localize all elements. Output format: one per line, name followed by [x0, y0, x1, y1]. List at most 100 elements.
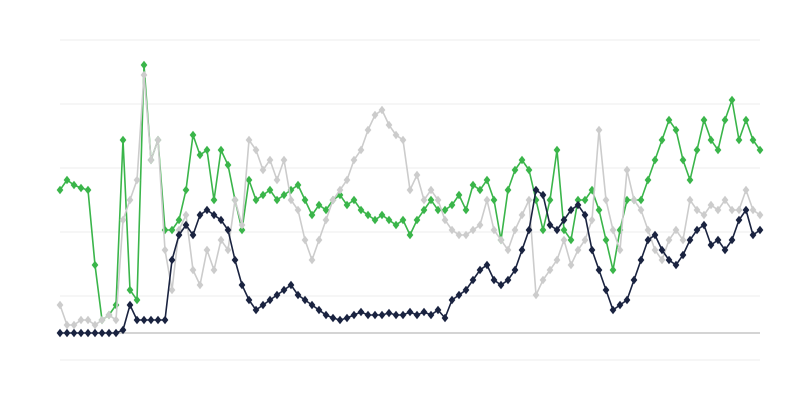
data-point — [686, 195, 694, 205]
data-point — [581, 235, 589, 245]
data-point — [91, 320, 99, 330]
data-point — [511, 265, 519, 275]
data-point — [147, 315, 155, 325]
data-point — [665, 255, 673, 265]
data-point — [406, 307, 414, 317]
data-point — [238, 280, 246, 290]
data-point — [658, 135, 666, 145]
data-point — [595, 125, 603, 135]
data-point — [623, 165, 631, 175]
data-point — [588, 185, 596, 195]
data-point — [308, 255, 316, 265]
data-point — [196, 150, 204, 160]
data-point — [175, 215, 183, 225]
data-point — [441, 215, 449, 225]
data-point — [392, 310, 400, 320]
data-point — [203, 145, 211, 155]
data-point — [245, 135, 253, 145]
data-point — [343, 313, 351, 323]
data-point — [350, 155, 358, 165]
data-point — [623, 295, 631, 305]
data-point — [154, 315, 162, 325]
data-point — [504, 245, 512, 255]
data-point — [637, 205, 645, 215]
data-point — [693, 225, 701, 235]
data-point — [133, 295, 141, 305]
data-point — [399, 310, 407, 320]
data-point — [133, 175, 141, 185]
data-point — [637, 255, 645, 265]
data-point — [532, 195, 540, 205]
data-point — [462, 230, 470, 240]
data-point — [567, 260, 575, 270]
data-point — [322, 205, 330, 215]
data-point — [735, 215, 743, 225]
data-point — [280, 285, 288, 295]
data-point — [161, 315, 169, 325]
data-point — [700, 220, 708, 230]
data-point — [126, 285, 134, 295]
data-point — [413, 310, 421, 320]
data-point — [161, 225, 169, 235]
data-point — [434, 305, 442, 315]
data-point — [616, 245, 624, 255]
data-point — [140, 315, 148, 325]
data-point — [455, 290, 463, 300]
data-point — [77, 183, 85, 193]
data-point — [364, 310, 372, 320]
data-point — [434, 205, 442, 215]
data-point — [504, 275, 512, 285]
data-point — [413, 215, 421, 225]
data-point — [553, 225, 561, 235]
data-point — [560, 235, 568, 245]
data-point — [315, 235, 323, 245]
data-point — [448, 295, 456, 305]
data-point — [420, 307, 428, 317]
data-point — [378, 210, 386, 220]
data-point — [637, 195, 645, 205]
data-point — [336, 315, 344, 325]
data-point — [259, 165, 267, 175]
data-point — [266, 155, 274, 165]
data-point — [539, 190, 547, 200]
data-point — [749, 230, 757, 240]
data-point — [560, 225, 568, 235]
data-point — [518, 245, 526, 255]
gridlines — [60, 39, 760, 361]
data-point — [84, 315, 92, 325]
data-point — [371, 310, 379, 320]
data-point — [728, 235, 736, 245]
series-line — [59, 74, 761, 326]
data-point — [462, 205, 470, 215]
data-point — [182, 185, 190, 195]
data-point — [140, 70, 148, 80]
data-point — [441, 313, 449, 323]
data-point — [406, 185, 414, 195]
data-point — [756, 145, 764, 155]
data-point — [483, 175, 491, 185]
data-point — [182, 220, 190, 230]
data-point — [217, 215, 225, 225]
data-point — [490, 225, 498, 235]
data-point — [630, 275, 638, 285]
data-point — [476, 185, 484, 195]
data-point — [553, 145, 561, 155]
data-point — [182, 210, 190, 220]
data-point — [595, 205, 603, 215]
data-point — [525, 165, 533, 175]
data-point — [693, 145, 701, 155]
data-point — [735, 205, 743, 215]
data-point — [210, 195, 218, 205]
data-point — [77, 328, 85, 338]
data-point — [287, 195, 295, 205]
data-point — [294, 290, 302, 300]
data-point — [728, 95, 736, 105]
data-point — [140, 60, 148, 70]
data-point — [651, 230, 659, 240]
data-point — [84, 328, 92, 338]
data-point — [203, 245, 211, 255]
data-point — [434, 195, 442, 205]
data-point — [350, 195, 358, 205]
data-point — [427, 310, 435, 320]
data-point — [574, 195, 582, 205]
